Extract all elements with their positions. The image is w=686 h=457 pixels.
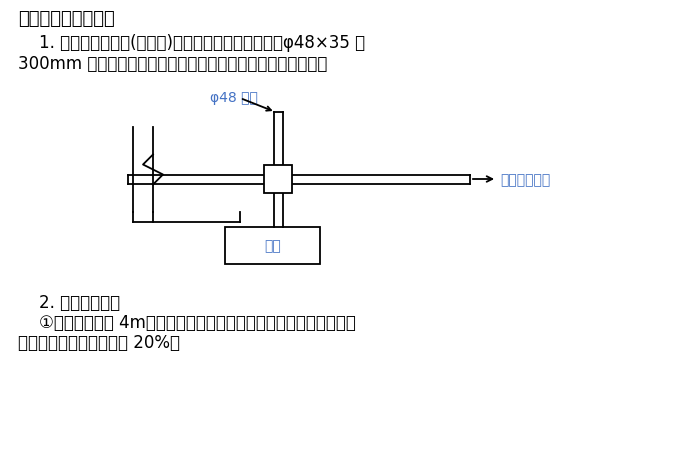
Text: 300mm 的钢管，并与脚手架小横杆用扣件直接连接。如下图：: 300mm 的钢管，并与脚手架小横杆用扣件直接连接。如下图： — [18, 55, 327, 73]
Text: 1. 采用刚型连墙杆(硬拉接)：在建筑物圈梁上部预埋φ48×35 长: 1. 采用刚型连墙杆(硬拉接)：在建筑物圈梁上部预埋φ48×35 长 — [18, 34, 365, 52]
Text: ①水平间距小于 4m，竖向间距每层楼高。排列形式矩形。转角处必: ①水平间距小于 4m，竖向间距每层楼高。排列形式矩形。转角处必 — [18, 314, 356, 332]
Text: φ48 钢管: φ48 钢管 — [210, 91, 258, 105]
Text: 圈梁: 圈梁 — [264, 239, 281, 254]
Text: 与脚手架相连: 与脚手架相连 — [500, 173, 550, 187]
Text: 须设置，顶层连墙杆加密 20%。: 须设置，顶层连墙杆加密 20%。 — [18, 334, 180, 352]
Text: 六、脚手架连墙件：: 六、脚手架连墙件： — [18, 10, 115, 28]
Bar — [264, 165, 292, 193]
Text: 2. 连墙件布置：: 2. 连墙件布置： — [18, 294, 120, 312]
Bar — [225, 227, 320, 264]
